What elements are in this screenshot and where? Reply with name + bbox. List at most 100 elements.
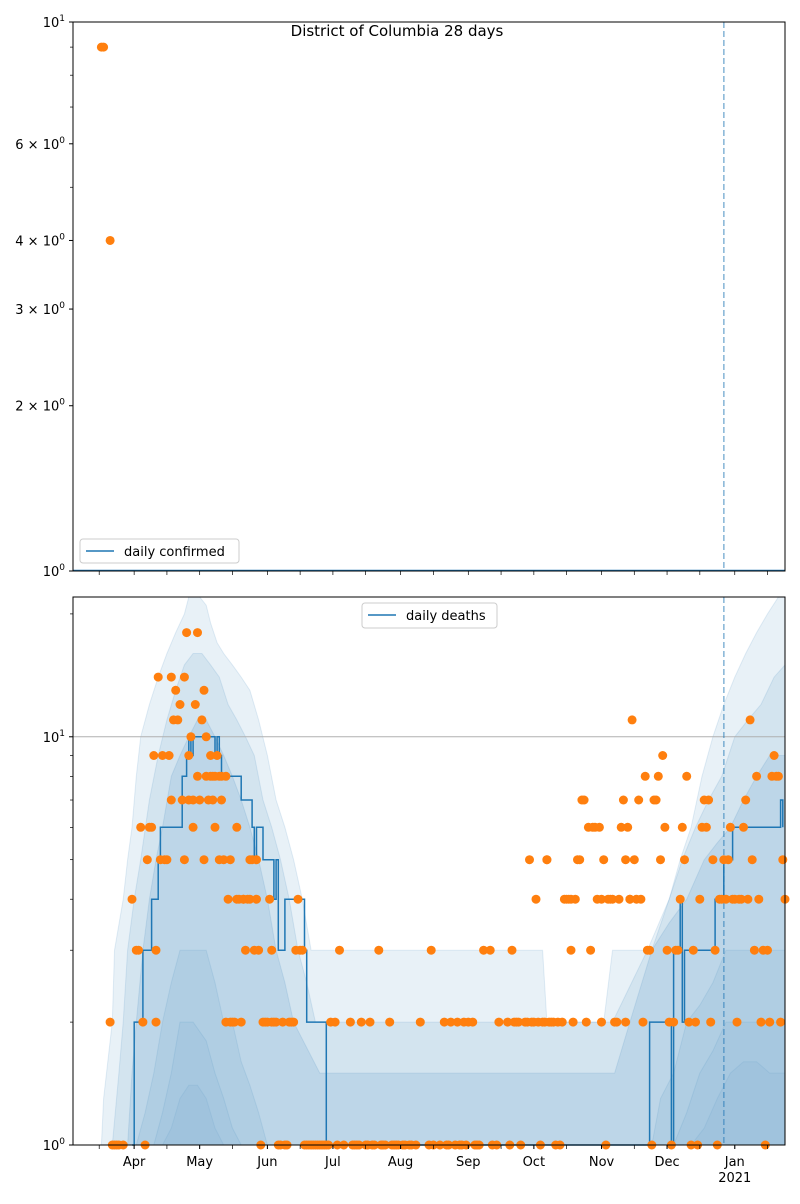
x-tick-label: Jan <box>724 1155 745 1170</box>
deaths-point <box>651 795 661 805</box>
deaths-point <box>531 894 541 904</box>
deaths-point <box>212 751 222 760</box>
deaths-point <box>188 795 198 805</box>
deaths-point <box>245 894 255 904</box>
deaths-point <box>765 1017 775 1027</box>
deaths-point <box>732 1017 742 1027</box>
deaths-point <box>193 628 202 638</box>
deaths-point <box>223 894 233 904</box>
deaths-point <box>708 855 718 865</box>
deaths-point <box>105 1017 115 1027</box>
deaths-point <box>625 894 635 904</box>
x-tick-label: Dec <box>654 1155 679 1170</box>
y-tick-label: 101 <box>43 729 65 746</box>
deaths-point <box>179 672 189 682</box>
deaths-point <box>747 855 757 865</box>
deaths-point <box>267 945 277 955</box>
deaths-plot-frame <box>72 596 786 1146</box>
deaths-point <box>158 751 167 760</box>
deaths-point <box>507 945 517 955</box>
deaths-point <box>677 822 687 832</box>
deaths-point <box>221 771 231 781</box>
deaths-point <box>616 822 626 832</box>
x-tick-sublabel: 2021 <box>718 1171 751 1186</box>
deaths-point <box>542 855 552 865</box>
confirmed-legend: daily confirmed <box>79 538 240 564</box>
confirmed-y-axis: 101 6 × 100 4 × 100 3 × 100 2 × 100 100 <box>15 14 73 580</box>
deaths-point <box>278 1017 288 1027</box>
deaths-point <box>723 855 733 865</box>
deaths-point <box>265 894 275 904</box>
deaths-point <box>645 945 655 955</box>
deaths-point <box>217 795 226 805</box>
deaths-series-line <box>132 736 784 1146</box>
deaths-point <box>195 795 205 805</box>
deaths-point <box>623 822 633 832</box>
deaths-point <box>241 945 250 955</box>
x-tick-label: Jul <box>324 1155 341 1170</box>
deaths-point <box>232 822 242 832</box>
deaths-point <box>426 945 436 955</box>
deaths-point <box>618 795 628 805</box>
deaths-point <box>175 700 185 709</box>
deaths-point <box>704 795 714 805</box>
deaths-point <box>701 822 711 832</box>
deaths-point <box>662 945 672 955</box>
deaths-point <box>452 1017 462 1027</box>
deaths-point <box>636 894 646 904</box>
deaths-point <box>184 751 194 760</box>
deaths-point <box>335 945 344 955</box>
deaths-point <box>147 822 157 832</box>
deaths-point <box>594 822 604 832</box>
deaths-point <box>271 1017 281 1027</box>
x-tick-label: Sep <box>456 1155 481 1170</box>
deaths-legend: daily deaths <box>361 602 498 629</box>
deaths-point <box>691 1017 700 1027</box>
deaths-point <box>254 945 264 955</box>
deaths-point <box>193 771 202 781</box>
band-min <box>161 1061 786 1146</box>
x-tick-label: Nov <box>589 1155 615 1170</box>
deaths-point <box>638 1017 648 1027</box>
confirmed-panel: District of Columbia 28 days 101 6 × 100 4… <box>15 14 786 580</box>
deaths-point <box>252 855 261 865</box>
deaths-point <box>127 894 137 904</box>
deaths-point <box>177 795 187 805</box>
chart-title: District of Columbia 28 days <box>291 22 504 40</box>
deaths-point <box>621 1017 631 1027</box>
y-tick-label: 4 × 100 <box>15 232 65 249</box>
deaths-point <box>743 894 753 904</box>
x-tick-label: Oct <box>523 1155 545 1170</box>
y-tick-label: 3 × 100 <box>15 301 65 318</box>
deaths-point <box>415 1017 425 1027</box>
confirmed-point <box>105 235 115 245</box>
deaths-point <box>236 1017 246 1027</box>
deaths-point <box>749 945 759 955</box>
deaths-point <box>179 855 189 865</box>
deaths-point <box>754 894 764 904</box>
deaths-point <box>763 945 772 955</box>
deaths-point <box>151 1017 161 1027</box>
deaths-point <box>684 1017 694 1027</box>
deaths-point <box>660 822 670 832</box>
deaths-point <box>586 945 596 955</box>
deaths-point <box>656 855 665 865</box>
deaths-point <box>629 855 639 865</box>
deaths-point <box>514 1017 523 1027</box>
deaths-point <box>199 855 209 865</box>
deaths-point <box>188 822 198 832</box>
deaths-point <box>741 795 751 805</box>
deaths-point <box>736 894 746 904</box>
deaths-point <box>756 1017 766 1027</box>
deaths-point <box>608 894 617 904</box>
confirmed-plot-frame <box>72 21 786 572</box>
deaths-point <box>695 894 705 904</box>
x-tick-label: Apr <box>123 1155 146 1170</box>
legend-box <box>79 538 240 564</box>
deaths-point <box>134 945 143 955</box>
band-outer <box>100 596 786 1146</box>
deaths-panel: 101 100 Apr May Jun Jul Aug Sep Oct Nov Dec Jan202… <box>43 596 790 1186</box>
